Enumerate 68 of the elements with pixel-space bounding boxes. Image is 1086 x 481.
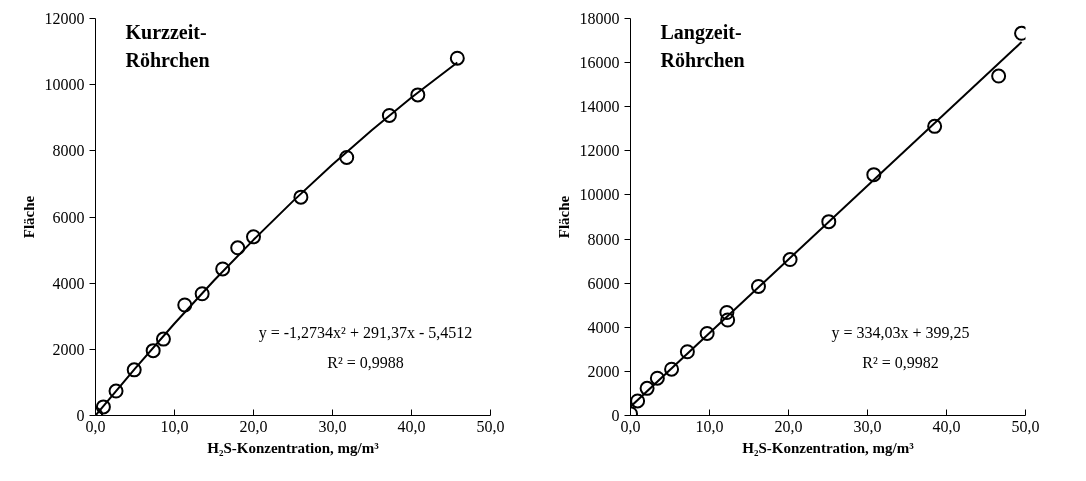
y-tick-label: 2000 xyxy=(587,362,620,380)
annotation: y = -1,2734x² + 291,37x - 5,4512 xyxy=(258,323,473,342)
point xyxy=(194,286,210,302)
y-tick-label: 12000 xyxy=(579,142,620,160)
y-tick-label: 18000 xyxy=(579,10,620,27)
y-tick-label: 2000 xyxy=(52,340,85,358)
y-tick-label: 0 xyxy=(76,407,85,424)
point xyxy=(177,297,193,313)
point xyxy=(215,261,231,277)
y-tick-label: 10000 xyxy=(579,186,620,204)
y-tick-label: 0 xyxy=(611,407,620,424)
y-tick-label: 6000 xyxy=(587,274,620,292)
x-tick-label: 20,0 xyxy=(239,417,268,435)
y-tick-label: 8000 xyxy=(587,230,620,248)
x-tick-label: 0,0 xyxy=(85,417,106,435)
y-tick-label: 6000 xyxy=(52,208,85,226)
x-tick-label: 40,0 xyxy=(397,417,426,435)
point xyxy=(720,312,736,328)
point xyxy=(991,68,1007,84)
y-tick-label: 8000 xyxy=(52,142,85,160)
annotation: y = 334,03x + 399,25 xyxy=(831,323,970,342)
x-axis-title: H₂S-Konzentration, mg/m³ xyxy=(742,439,915,456)
y-tick-label: 14000 xyxy=(579,98,620,116)
annotation: R² = 0,9988 xyxy=(327,353,404,371)
y-tick-label: 16000 xyxy=(579,54,620,72)
point xyxy=(449,50,465,66)
point xyxy=(664,361,680,377)
point xyxy=(155,331,171,347)
y-axis-title: Fläche xyxy=(20,195,37,239)
x-tick-label: 20,0 xyxy=(774,417,803,435)
x-tick-label: 10,0 xyxy=(695,417,724,435)
point xyxy=(95,399,111,415)
point xyxy=(145,343,161,359)
x-tick-label: 30,0 xyxy=(318,417,347,435)
x-tick-label: 50,0 xyxy=(476,417,505,435)
point xyxy=(699,325,715,341)
point xyxy=(679,344,695,360)
point xyxy=(381,107,397,123)
point xyxy=(339,149,355,165)
point xyxy=(927,118,943,134)
point xyxy=(246,229,261,245)
x-tick-label: 50,0 xyxy=(1011,417,1040,435)
text: Langzeit-Röhrchen xyxy=(660,20,745,72)
point xyxy=(410,87,426,103)
y-axis-title: Fläche xyxy=(555,195,572,239)
point xyxy=(639,380,655,396)
x-tick-label: 30,0 xyxy=(853,417,882,435)
point xyxy=(719,305,735,320)
point xyxy=(630,393,646,409)
y-tick-label: 4000 xyxy=(52,274,85,292)
x-axis-title: H₂S-Konzentration, mg/m³ xyxy=(207,439,380,456)
annotation: R² = 0,9982 xyxy=(862,353,939,371)
point xyxy=(126,362,142,378)
y-tick-label: 12000 xyxy=(44,10,85,27)
x-tick-label: 0,0 xyxy=(620,417,641,435)
point xyxy=(230,240,246,256)
point xyxy=(782,252,798,268)
point xyxy=(108,383,124,399)
x-tick-label: 40,0 xyxy=(932,417,961,435)
text: Kurzzeit-Röhrchen xyxy=(125,20,210,72)
point xyxy=(866,167,882,183)
point xyxy=(293,189,309,205)
point xyxy=(649,370,665,386)
y-tick-label: 10000 xyxy=(44,76,85,94)
y-tick-label: 4000 xyxy=(587,318,620,336)
point xyxy=(821,214,837,230)
point xyxy=(750,278,766,294)
x-tick-label: 10,0 xyxy=(160,417,189,435)
